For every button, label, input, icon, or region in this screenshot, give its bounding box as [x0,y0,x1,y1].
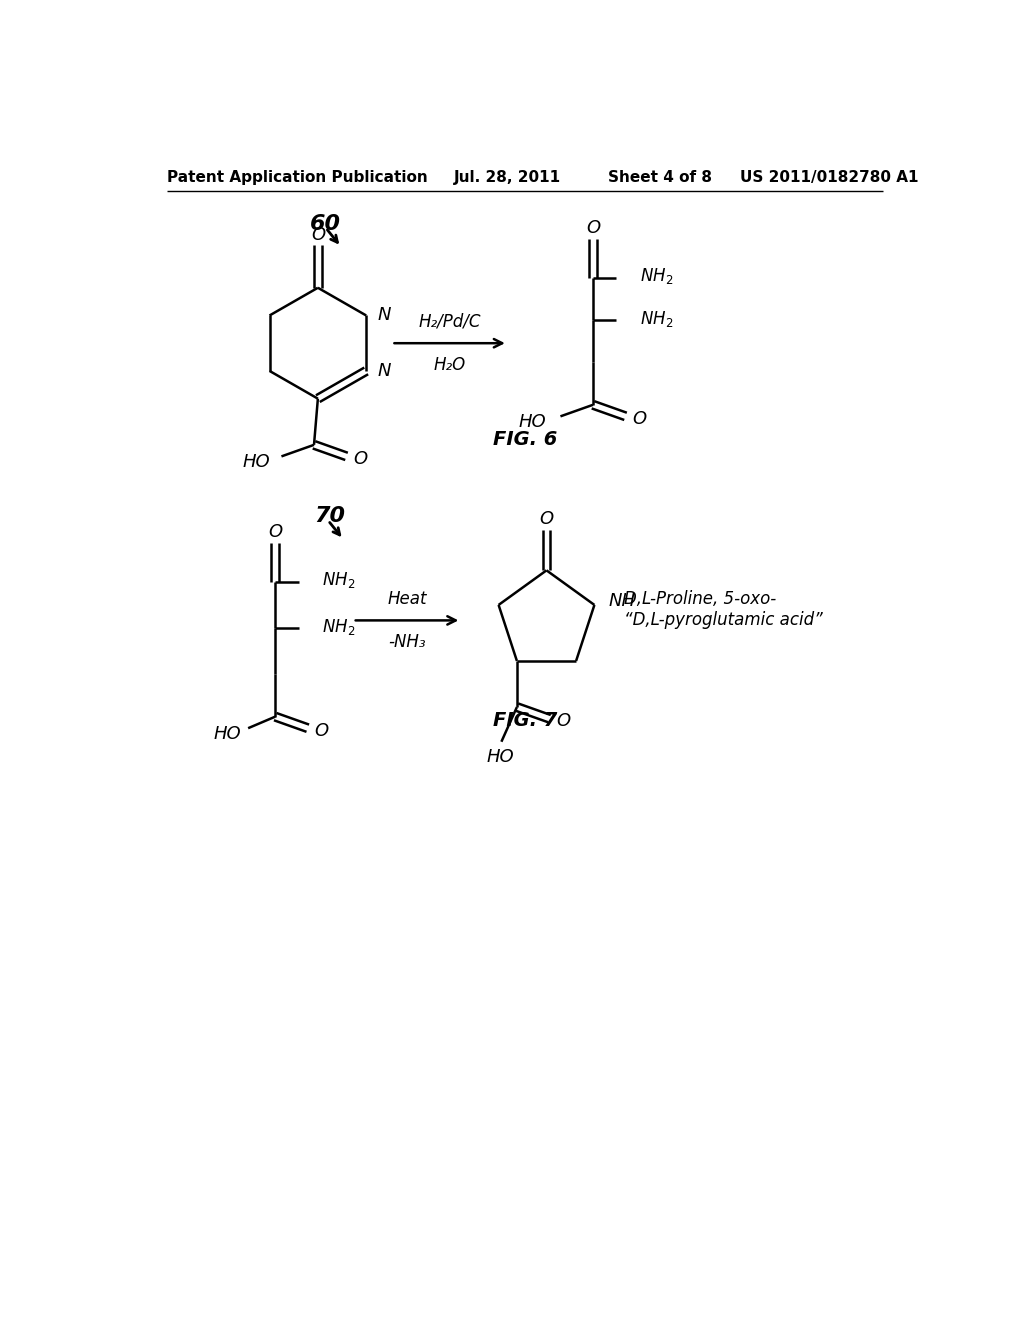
Text: O: O [314,722,329,739]
Text: H₂O: H₂O [433,356,466,374]
Text: FIG. 7: FIG. 7 [493,711,557,730]
Text: NH$_2$: NH$_2$ [640,267,673,286]
Text: NH$_2$: NH$_2$ [322,570,355,590]
Text: HO: HO [242,453,269,471]
Text: O: O [556,711,570,730]
Text: HO: HO [213,725,241,743]
Text: O: O [540,510,554,528]
Text: N: N [377,306,390,325]
Text: O: O [586,219,600,236]
Text: N: N [377,362,390,380]
Text: Sheet 4 of 8: Sheet 4 of 8 [608,170,713,185]
Text: NH: NH [608,593,635,610]
Text: NH$_2$: NH$_2$ [640,309,673,329]
Text: H₂/Pd/C: H₂/Pd/C [419,313,481,330]
Text: NH$_2$: NH$_2$ [322,616,355,636]
Text: US 2011/0182780 A1: US 2011/0182780 A1 [740,170,919,185]
Text: O: O [311,226,325,244]
Text: “D,L-pyroglutamic acid”: “D,L-pyroglutamic acid” [624,611,822,630]
Text: -NH₃: -NH₃ [388,634,426,651]
Text: HO: HO [519,413,547,430]
Text: O: O [353,450,368,467]
Text: 60: 60 [310,214,341,234]
Text: Jul. 28, 2011: Jul. 28, 2011 [454,170,560,185]
Text: O: O [633,409,646,428]
Text: 70: 70 [314,507,345,527]
Text: O: O [268,523,283,541]
Text: FIG. 6: FIG. 6 [493,430,557,449]
Text: Patent Application Publication: Patent Application Publication [167,170,427,185]
Text: D,L-Proline, 5-oxo-: D,L-Proline, 5-oxo- [624,590,776,607]
Text: HO: HO [486,748,514,766]
Text: Heat: Heat [387,590,427,607]
